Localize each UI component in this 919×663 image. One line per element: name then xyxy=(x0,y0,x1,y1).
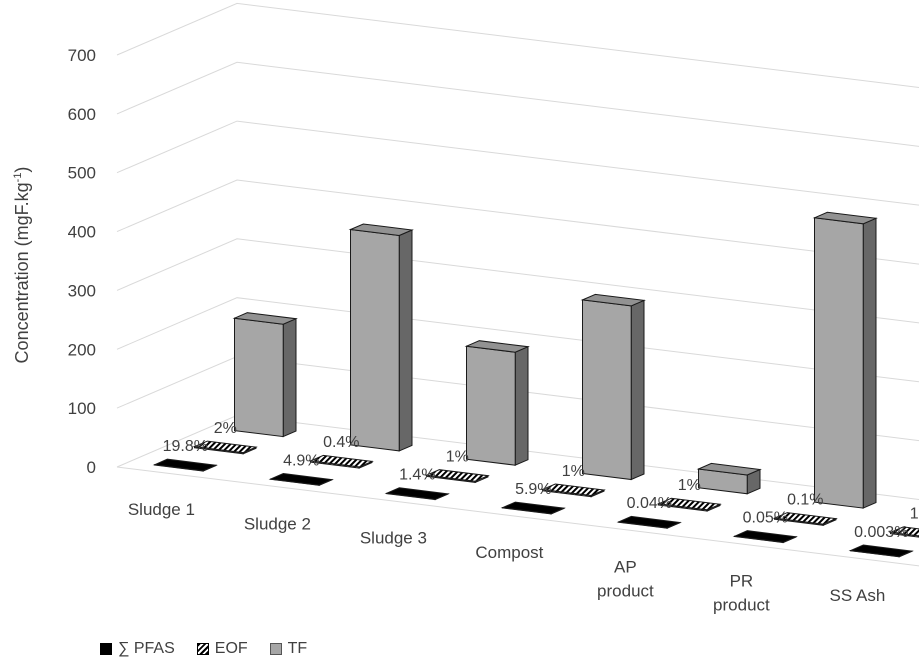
bar-eof-0 xyxy=(192,440,258,455)
y-axis-title: Concentration (mgF.kg-1) xyxy=(12,167,32,364)
data-label: 1% xyxy=(910,506,919,523)
y-tick-label: 400 xyxy=(68,223,96,242)
y-tick-label: 200 xyxy=(68,340,96,359)
floor-edge xyxy=(116,466,919,567)
bar-tf-4 xyxy=(696,462,762,495)
data-label: 1.4% xyxy=(399,467,435,484)
x-tick-label: SS Ash xyxy=(830,586,886,605)
gridline xyxy=(116,120,919,206)
bar-eof-1 xyxy=(308,454,374,469)
bar-eof-4 xyxy=(656,497,722,512)
bar-pfas-0 xyxy=(152,458,218,472)
bars: 19.8% 4.9% 1.4% 5.9% 0.04% 0.05% 0.003% 2% 0.4% 1… xyxy=(152,211,919,558)
data-label: 0.1% xyxy=(787,491,823,508)
bar-tf-2 xyxy=(464,340,530,466)
legend-item-tf: TF xyxy=(269,640,308,658)
y-tick-label: 300 xyxy=(68,281,96,300)
y-axis-ticks: 0 100 200 300 400 500 600 700 xyxy=(68,46,96,477)
bar-tf-1 xyxy=(348,223,414,452)
data-label: 0.003% xyxy=(854,524,908,541)
data-label: 0.4% xyxy=(323,434,359,451)
bar-pfas-3 xyxy=(500,501,566,515)
bar-pfas-2 xyxy=(384,487,450,501)
gridline xyxy=(116,297,919,383)
bar-eof-2 xyxy=(424,469,490,484)
legend-label-eof: EOF xyxy=(214,640,248,657)
bar-eof-3 xyxy=(540,483,606,498)
legend-label-pfas: ∑ PFAS xyxy=(118,640,175,657)
x-tick-label: Sludge 1 xyxy=(128,500,195,519)
gridlines xyxy=(116,2,919,567)
bar-pfas-5 xyxy=(732,530,798,544)
bar-pfas-1 xyxy=(268,472,334,487)
y-tick-label: 700 xyxy=(68,46,96,65)
bar-eof-6 xyxy=(888,526,919,538)
y-tick-label: 500 xyxy=(68,164,96,183)
bar-tf-0 xyxy=(232,312,298,438)
data-label: 0.05% xyxy=(743,510,788,527)
legend-item-pfas: ∑ PFAS xyxy=(100,640,175,658)
legend-swatch-tf xyxy=(269,643,282,655)
data-label: 2% xyxy=(214,420,237,437)
bar-tf-5 xyxy=(812,211,878,509)
y-tick-label: 100 xyxy=(68,399,96,418)
gridline xyxy=(116,238,919,324)
data-label: 0.04% xyxy=(627,495,672,512)
x-tick-label: Sludge 2 xyxy=(244,514,311,533)
y-tick-label: 600 xyxy=(68,105,96,124)
data-label: 5.9% xyxy=(515,481,551,498)
data-label: 4.9% xyxy=(283,452,319,469)
legend: ∑ PFAS EOF TF xyxy=(100,640,307,658)
data-label: 19.8% xyxy=(163,438,208,455)
bar-pfas-4 xyxy=(616,515,682,529)
data-label: 1% xyxy=(678,477,701,494)
bar-pfas-6 xyxy=(848,544,914,558)
gridline xyxy=(116,2,919,88)
gridline xyxy=(116,61,919,147)
data-label: 1% xyxy=(446,449,469,466)
legend-label-tf: TF xyxy=(287,640,308,657)
data-label: 1% xyxy=(562,463,585,480)
bar-tf-3 xyxy=(580,293,646,481)
legend-item-eof: EOF xyxy=(196,640,248,658)
legend-swatch-pfas xyxy=(100,643,112,655)
x-tick-label: Sludge 3 xyxy=(360,529,427,548)
x-tick-label: Compost xyxy=(475,543,543,562)
x-axis-labels: Sludge 1 Sludge 2 Sludge 3 Compost AP product… xyxy=(128,500,885,615)
y-tick-label: 0 xyxy=(87,458,96,477)
x-tick-label: PR product xyxy=(713,572,770,615)
bar-eof-5 xyxy=(772,512,838,527)
gridline xyxy=(116,179,919,265)
x-tick-label: AP product xyxy=(597,557,654,600)
legend-swatch-eof xyxy=(196,643,209,655)
